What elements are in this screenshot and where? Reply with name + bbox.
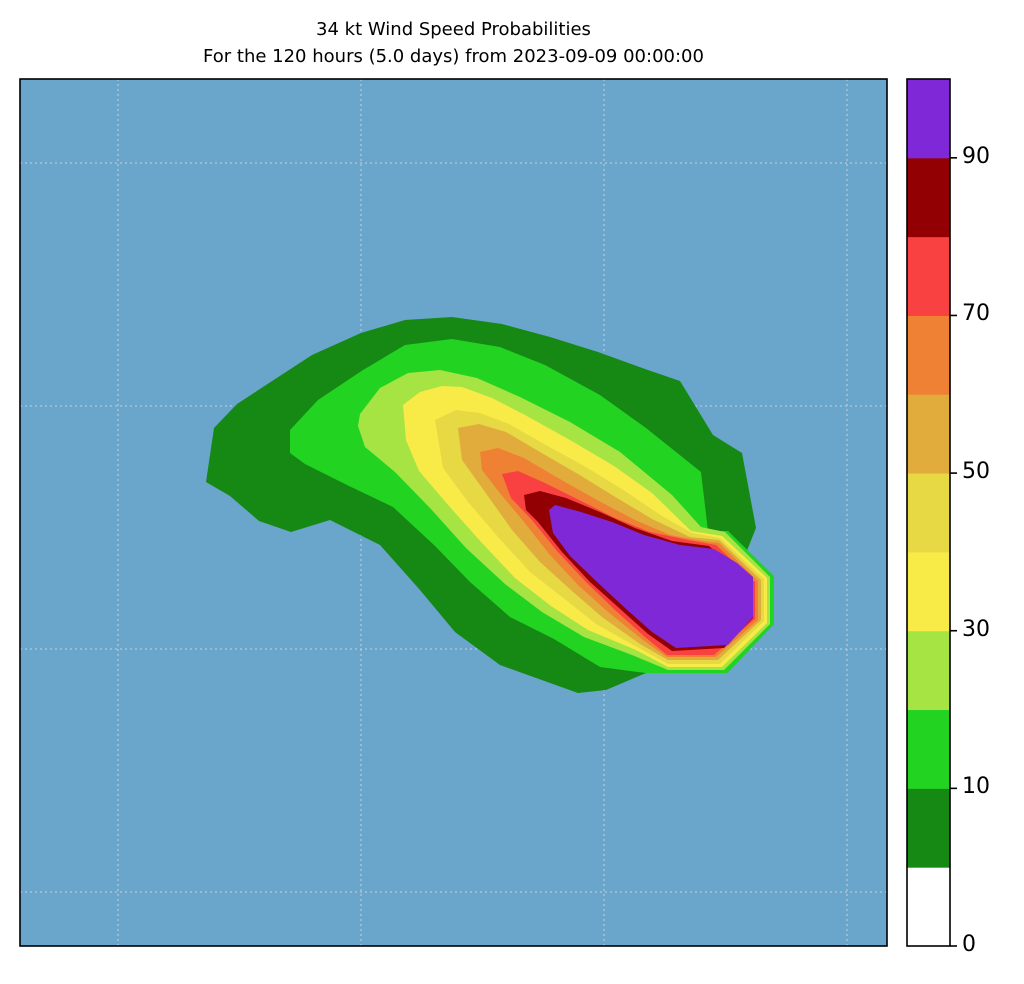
colorbar-tick-label: 50 [962, 459, 990, 485]
colorbar-bin [907, 315, 950, 395]
colorbar-bin [907, 79, 950, 159]
contour-90-100 [549, 505, 753, 648]
colorbar-bin [907, 473, 950, 553]
colorbar-bin [907, 788, 950, 868]
map-frame [19, 78, 888, 947]
colorbar-bin [907, 709, 950, 789]
probability-contours [206, 317, 774, 693]
colorbar-bins [907, 79, 950, 947]
map-title: 34 kt Wind Speed Probabilities [316, 19, 591, 40]
colorbar-bin [907, 394, 950, 474]
colorbar-tick-label: 30 [962, 616, 990, 642]
colorbar-tick-label: 0 [962, 932, 976, 957]
map-subtitle: For the 120 hours (5.0 days) from 2023-0… [203, 46, 704, 67]
colorbar-tick-label: 70 [962, 301, 990, 327]
colorbar-bin [907, 630, 950, 711]
colorbar-frame [906, 78, 951, 947]
colorbar-tick-label: 90 [962, 143, 990, 169]
colorbar-bin [907, 551, 950, 632]
colorbar-bin [907, 236, 950, 316]
colorbar-bin [907, 157, 950, 238]
colorbar-tick-label: 10 [962, 774, 990, 800]
colorbar-bin [907, 867, 950, 947]
colorbar-ticks [950, 157, 957, 947]
